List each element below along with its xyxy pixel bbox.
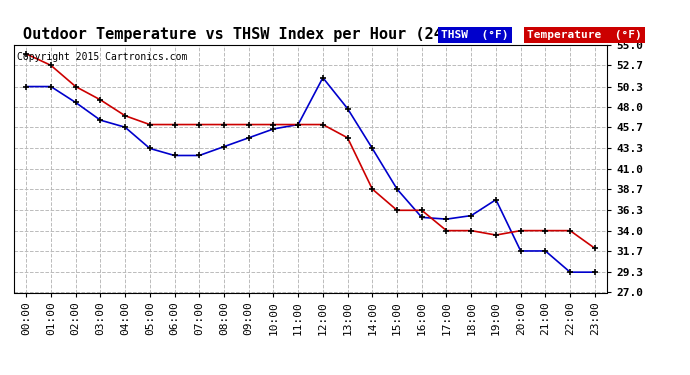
Text: Temperature  (°F): Temperature (°F) [527, 30, 642, 40]
Text: Copyright 2015 Cartronics.com: Copyright 2015 Cartronics.com [17, 53, 187, 62]
Text: THSW  (°F): THSW (°F) [441, 30, 509, 40]
Title: Outdoor Temperature vs THSW Index per Hour (24 Hours)  20150403: Outdoor Temperature vs THSW Index per Ho… [23, 27, 598, 42]
